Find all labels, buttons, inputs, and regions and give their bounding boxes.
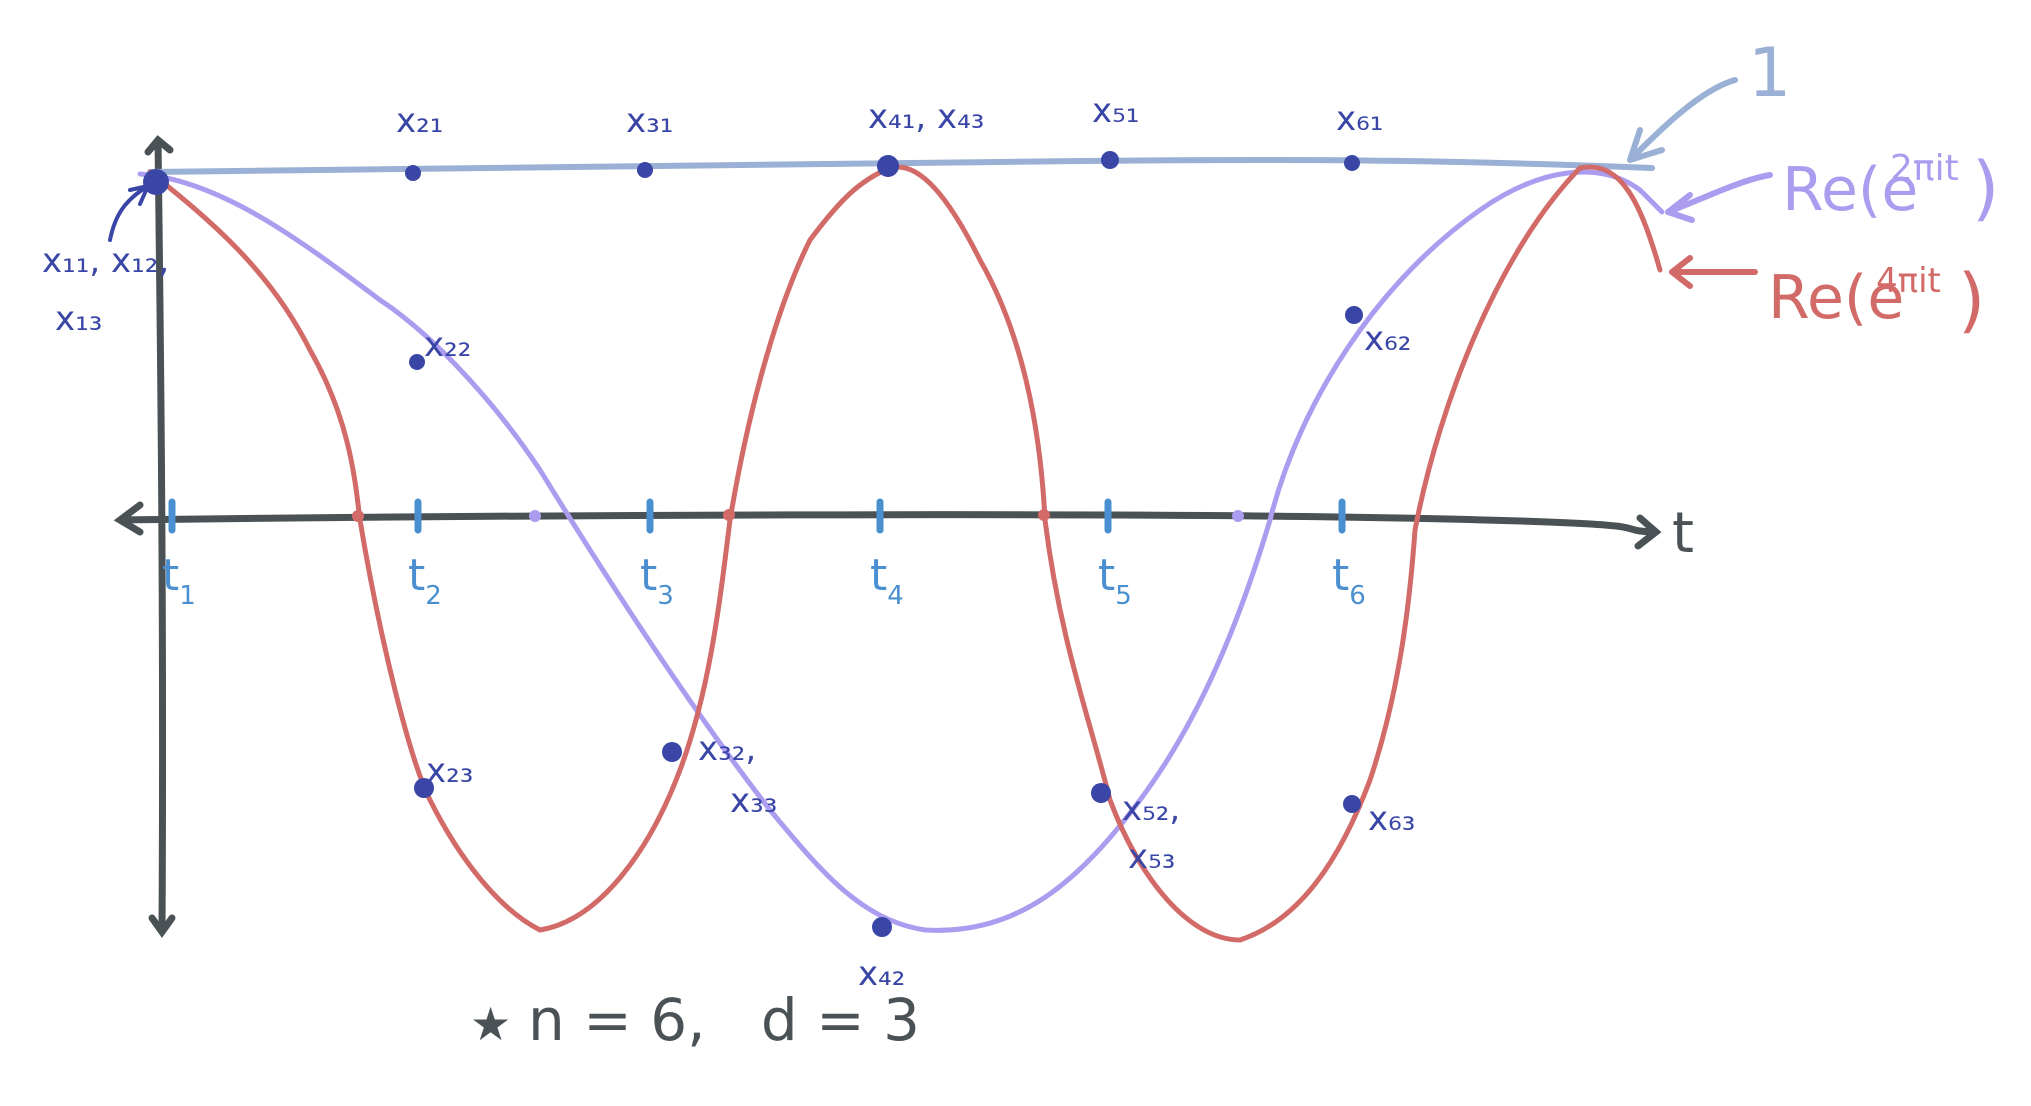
curve-one xyxy=(147,157,1655,175)
tick-label-1: t1 xyxy=(162,550,196,611)
note-star: ★ xyxy=(470,997,511,1051)
label-x63: x₆₃ xyxy=(1368,799,1415,839)
point-x62 xyxy=(1345,306,1363,324)
point-x31 xyxy=(637,162,653,178)
crossing-dot xyxy=(1232,510,1244,522)
arrow-re2 xyxy=(1665,172,1773,223)
crossing-dot xyxy=(352,510,364,522)
tick-label-4: t4 xyxy=(870,550,904,611)
label-x33: x₃₃ xyxy=(730,781,777,821)
arrow-re4 xyxy=(1669,255,1758,289)
label-x52: x₅₂, xyxy=(1122,789,1180,829)
crossing-dot xyxy=(723,509,735,521)
curve-re2-text: Re(e xyxy=(1782,155,1918,225)
curve-re2-label: Re(e 2πit ) xyxy=(1782,147,1999,229)
curve-re4-close: ) xyxy=(1958,259,1985,341)
curve-re4-text: Re(e xyxy=(1768,263,1904,333)
crossing-dot xyxy=(529,510,541,522)
vertical-axis-arrow-bottom xyxy=(148,914,176,939)
curve-re4 xyxy=(147,164,1663,943)
label-x31: x₃₁ xyxy=(626,101,673,141)
label-x41: x₄₁, x₄₃ xyxy=(868,97,984,137)
note: ★ n = 6, d = 3 xyxy=(470,986,920,1054)
point-x63 xyxy=(1343,795,1361,813)
curve-re2-exponent: 2πit xyxy=(1890,148,1959,189)
label-x61: x₆₁ xyxy=(1336,99,1383,139)
arrow-one xyxy=(1627,77,1738,163)
crossing-dot xyxy=(1038,509,1050,521)
point-x22 xyxy=(409,354,425,370)
tick-label-2: t2 xyxy=(408,550,442,611)
label-x11: x₁₁, x₁₂, xyxy=(42,241,169,281)
label-x22: x₂₂ xyxy=(424,325,471,365)
curve-labels: 1 Re(e 2πit ) Re(e 4πit ) xyxy=(1748,34,1999,341)
point-x52 xyxy=(1091,783,1111,803)
label-arrows xyxy=(108,77,1773,289)
curve-re4-exponent: 4πit xyxy=(1876,261,1941,301)
label-x13: x₁₃ xyxy=(55,299,102,339)
curve-one-label: 1 xyxy=(1748,34,1791,113)
label-x32: x₃₂, xyxy=(698,729,756,769)
tick-label-3: t3 xyxy=(640,550,674,611)
horizontal-axis-arrow-right xyxy=(1634,514,1662,550)
tick-labels: t1 t2 t3 t4 t5 t6 xyxy=(162,550,1366,611)
note-text: n = 6, d = 3 xyxy=(528,986,920,1054)
label-x42: x₄₂ xyxy=(858,954,905,994)
horizontal-axis-arrow-left xyxy=(113,501,144,536)
point-x21 xyxy=(405,165,421,181)
axis-crossings xyxy=(352,509,1244,522)
point-x42 xyxy=(872,917,892,937)
axes xyxy=(113,135,1662,939)
label-x62: x₆₂ xyxy=(1364,319,1411,359)
vertical-axis-arrow-top xyxy=(144,135,174,156)
tick-label-5: t5 xyxy=(1098,550,1132,611)
horizontal-axis xyxy=(118,511,1659,536)
point-x32 xyxy=(662,742,682,762)
point-x11 xyxy=(143,169,169,195)
label-x51: x₅₁ xyxy=(1092,91,1139,131)
t-axis-label: t xyxy=(1672,501,1694,566)
arrow-x11 xyxy=(108,184,150,242)
curve-re2 xyxy=(137,169,1665,933)
point-x41 xyxy=(877,155,899,177)
point-x61 xyxy=(1344,155,1360,171)
label-x53: x₅₃ xyxy=(1128,837,1175,877)
point-x23 xyxy=(414,778,434,798)
point-x51 xyxy=(1101,151,1119,169)
curve-re2-close: ) xyxy=(1972,147,1999,229)
axis-ticks xyxy=(168,498,1346,534)
vertical-axis xyxy=(154,136,167,934)
data-points xyxy=(143,151,1363,937)
tick-label-6: t6 xyxy=(1332,550,1366,611)
point-labels: x₁₁, x₁₂, x₁₃ x₂₁ x₂₂ x₂₃ x₃₁ x₃₂, x₃₃ x… xyxy=(42,91,1415,994)
label-x21: x₂₁ xyxy=(396,101,443,141)
curve-re4-label: Re(e 4πit ) xyxy=(1768,259,1985,341)
label-x23: x₂₃ xyxy=(426,751,473,791)
